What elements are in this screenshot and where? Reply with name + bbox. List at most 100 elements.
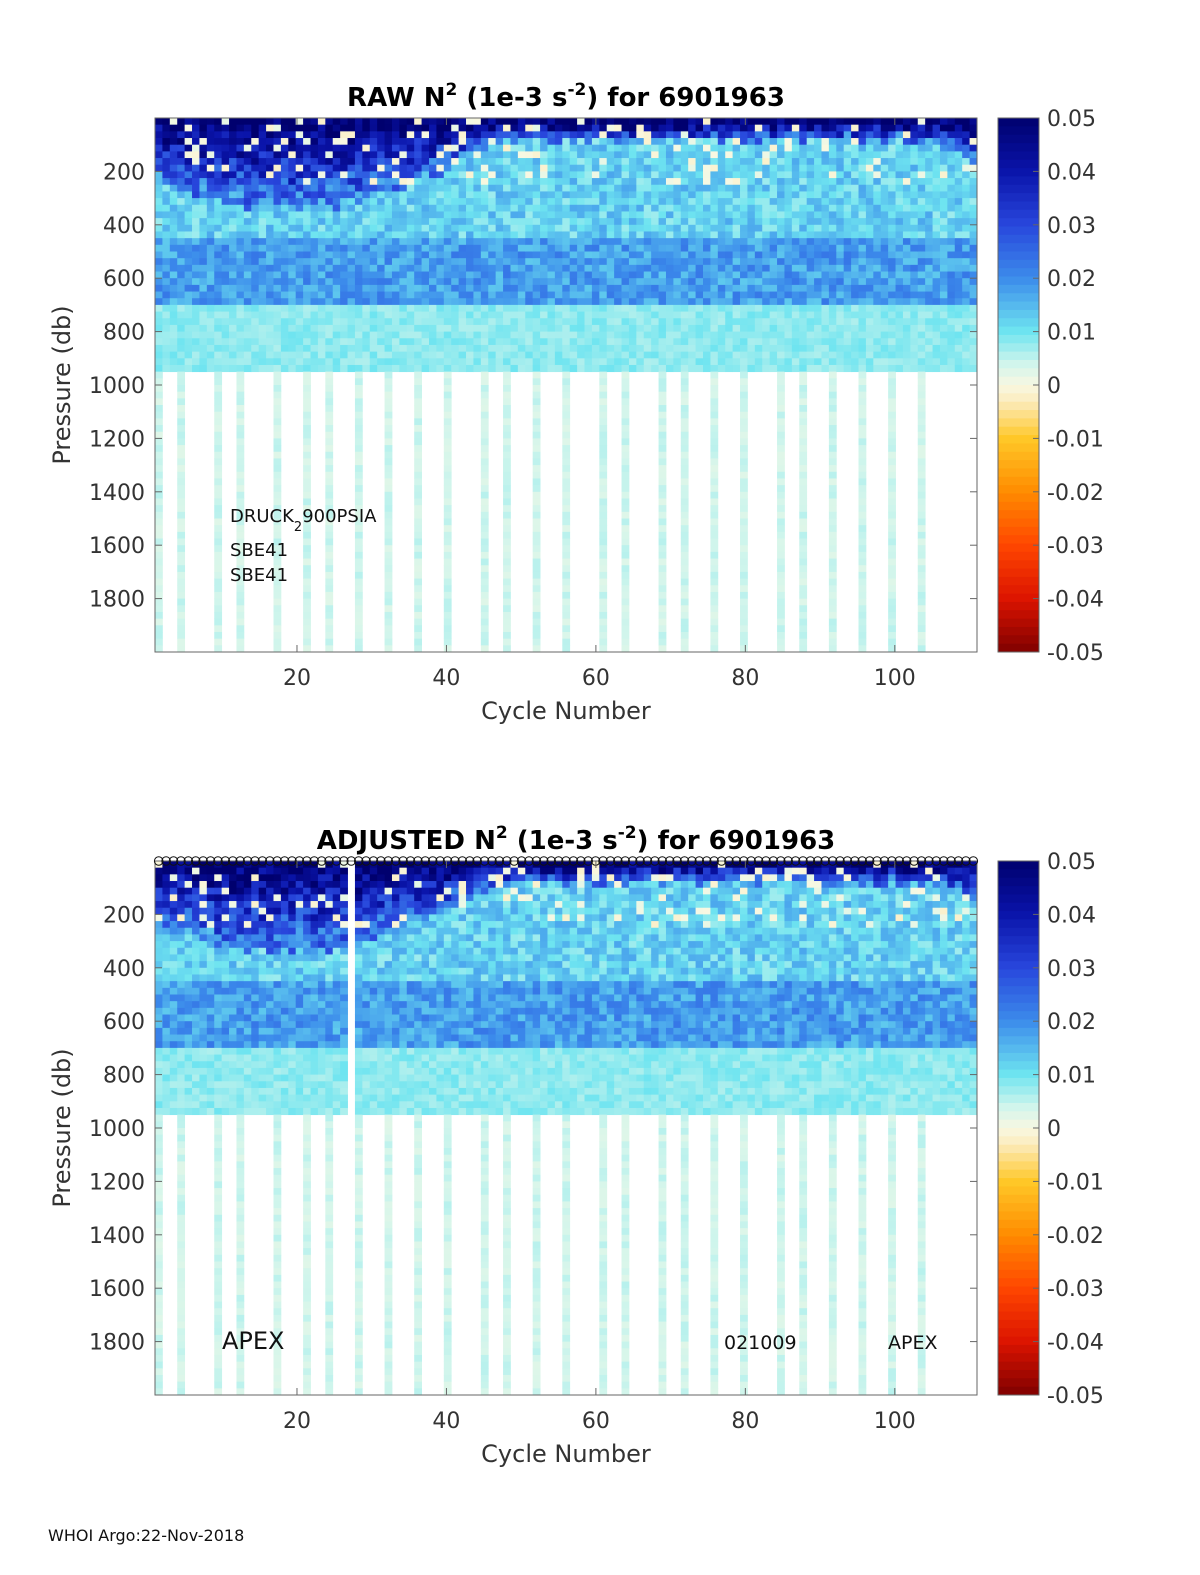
heatmap-cell: [155, 198, 163, 206]
heatmap-cell: [421, 238, 430, 246]
heatmap-cell: [155, 538, 163, 546]
heatmap-cell: [443, 531, 452, 539]
heatmap-cell: [192, 138, 200, 146]
heatmap-cell: [184, 244, 193, 252]
heatmap-cell: [703, 164, 711, 172]
heatmap-cell: [466, 144, 474, 152]
heatmap-cell: [562, 431, 571, 439]
heatmap-cell: [806, 344, 815, 353]
heatmap-cell: [828, 378, 837, 386]
heatmap-cell: [280, 338, 289, 346]
heatmap-cell: [443, 158, 452, 166]
heatmap-cell: [799, 525, 808, 533]
heatmap-cell: [273, 391, 282, 399]
heatmap-cell: [769, 311, 778, 319]
heatmap-cell: [206, 318, 215, 326]
heatmap-cell: [421, 364, 430, 373]
heatmap-cell: [236, 244, 245, 252]
heatmap-cell: [843, 171, 852, 179]
heatmap-cell: [569, 138, 578, 146]
heatmap-cell: [229, 298, 237, 306]
heatmap-cell: [488, 264, 497, 272]
heatmap-cell: [658, 451, 667, 459]
heatmap-cell: [177, 471, 186, 479]
heatmap-cell: [858, 118, 867, 126]
heatmap-cell: [643, 284, 652, 292]
heatmap-cell: [799, 598, 808, 606]
heatmap-cell: [665, 331, 674, 339]
heatmap-cell: [658, 231, 667, 239]
heatmap-cell: [466, 198, 474, 206]
heatmap-cell: [192, 184, 200, 192]
heatmap-cell: [184, 358, 193, 366]
heatmap-cell: [488, 278, 497, 286]
heatmap-cell: [740, 578, 748, 586]
heatmap-cell: [888, 551, 896, 559]
heatmap-cell: [199, 244, 208, 252]
heatmap-cell: [517, 358, 526, 366]
heatmap-cell: [806, 278, 815, 286]
heatmap-cell: [480, 318, 489, 326]
heatmap-cell: [155, 391, 163, 399]
heatmap-cell: [421, 264, 430, 272]
heatmap-cell: [362, 338, 371, 346]
heatmap-cell: [251, 311, 260, 319]
heatmap-cell: [621, 491, 630, 499]
heatmap-cell: [451, 218, 460, 226]
heatmap-cell: [777, 578, 785, 586]
heatmap-cell: [369, 164, 378, 172]
heatmap-cell: [473, 118, 482, 126]
heatmap-cell: [347, 271, 356, 279]
heatmap-cell: [762, 278, 771, 286]
heatmap-cell: [680, 378, 689, 386]
heatmap-cell: [628, 131, 637, 139]
heatmap-cell: [880, 164, 889, 172]
heatmap-cell: [184, 251, 193, 259]
heatmap-cell: [510, 198, 519, 206]
heatmap-cell: [303, 224, 311, 232]
heatmap-cell: [214, 511, 223, 519]
heatmap-cell: [169, 151, 178, 159]
heatmap-cell: [466, 258, 474, 266]
heatmap-cell: [658, 264, 667, 272]
heatmap-cell: [865, 211, 874, 219]
heatmap-cell: [155, 405, 163, 413]
heatmap-cell: [236, 398, 245, 406]
heatmap-cell: [295, 231, 304, 239]
heatmap-cell: [384, 498, 393, 506]
heatmap-cell: [510, 211, 519, 219]
heatmap-cell: [606, 311, 615, 319]
heatmap-cell: [436, 198, 445, 206]
heatmap-cell: [606, 218, 615, 226]
heatmap-cell: [325, 138, 334, 146]
heatmap-cell: [340, 338, 348, 346]
heatmap-cell: [429, 124, 437, 132]
heatmap-cell: [688, 118, 696, 126]
heatmap-cell: [828, 371, 837, 379]
heatmap-cell: [806, 171, 815, 179]
heatmap-cell: [540, 124, 548, 132]
heatmap-cell: [377, 291, 385, 299]
heatmap-cell: [369, 364, 378, 373]
heatmap-cell: [384, 284, 393, 292]
heatmap-cell: [784, 364, 793, 373]
heatmap-cell: [658, 198, 667, 206]
heatmap-cell: [221, 178, 230, 186]
heatmap-cell: [384, 405, 393, 413]
heatmap-cell: [347, 331, 356, 339]
heatmap-cell: [740, 525, 748, 533]
heatmap-cell: [747, 244, 756, 252]
heatmap-cell: [747, 358, 756, 366]
heatmap-cell: [777, 211, 785, 219]
heatmap-cell: [258, 318, 267, 326]
heatmap-cell: [769, 318, 778, 326]
heatmap-cell: [347, 178, 356, 186]
heatmap-cell: [858, 178, 867, 186]
heatmap-cell: [443, 231, 452, 239]
heatmap-cell: [214, 231, 223, 239]
heatmap-cell: [399, 198, 408, 206]
heatmap-cell: [436, 204, 445, 212]
heatmap-cell: [540, 151, 548, 159]
heatmap-cell: [828, 124, 837, 132]
heatmap-cell: [451, 311, 460, 319]
